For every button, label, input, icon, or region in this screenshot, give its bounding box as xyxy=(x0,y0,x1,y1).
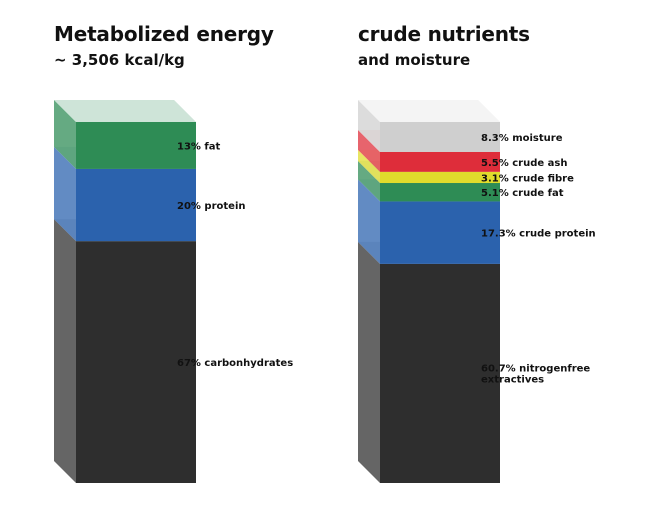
chart-2-segment-6-top xyxy=(358,100,500,122)
chart-2-segment-5 xyxy=(380,151,500,172)
chart-2-segment-4 xyxy=(380,171,500,184)
chart-2-segment-6 xyxy=(380,122,500,152)
chart-2-segment-2-label: 17.3% crude protein xyxy=(481,229,596,240)
chart-2-segment-1-label: 60.7% nitrogenfree extractives xyxy=(481,363,590,385)
chart-1-title: Metabolized energy xyxy=(54,22,274,46)
chart-2-segment-3-side xyxy=(358,161,380,202)
chart-2-lid xyxy=(358,100,500,122)
chart-2-title: crude nutrients xyxy=(358,22,530,46)
chart-2-segment-1 xyxy=(380,263,500,483)
chart-2-segment-4-side xyxy=(358,149,380,184)
chart-2-segment-3-label: 5.1% crude fat xyxy=(481,188,564,199)
chart-2-segment-2 xyxy=(380,201,500,264)
chart-1-lid xyxy=(54,100,196,122)
chart-1-segment-1-label: 67% carbonhydrates xyxy=(177,358,293,369)
chart-2-segment-2-side xyxy=(358,179,380,264)
chart-2-segment-4-label: 3.1% crude fibre xyxy=(481,173,574,184)
chart-1-segment-2 xyxy=(76,168,196,242)
chart-1-segment-2-side xyxy=(54,146,76,242)
chart-1-subtitle: ~ 3,506 kcal/kg xyxy=(54,51,185,69)
chart-2-segment-3 xyxy=(380,183,500,202)
chart-2-segment-5-label: 5.5% crude ash xyxy=(481,158,567,169)
chart-2-segment-5-side xyxy=(358,129,380,172)
chart-2-segment-6-side xyxy=(358,100,380,152)
chart-1-segment-3-side xyxy=(54,100,76,169)
chart-1-segment-3-top xyxy=(54,100,196,122)
chart-1-segment-3 xyxy=(76,122,196,169)
chart-1-segment-3-label: 13% fat xyxy=(177,141,221,152)
chart-2-subtitle: and moisture xyxy=(358,51,471,69)
chart-1-segment-1-side xyxy=(54,219,76,483)
chart-1-segment-1 xyxy=(76,241,196,483)
chart-2-segment-6-label: 8.3% moisture xyxy=(481,133,563,144)
chart-2-segment-1-side xyxy=(358,241,380,483)
chart-1-segment-2-label: 20% protein xyxy=(177,201,246,212)
